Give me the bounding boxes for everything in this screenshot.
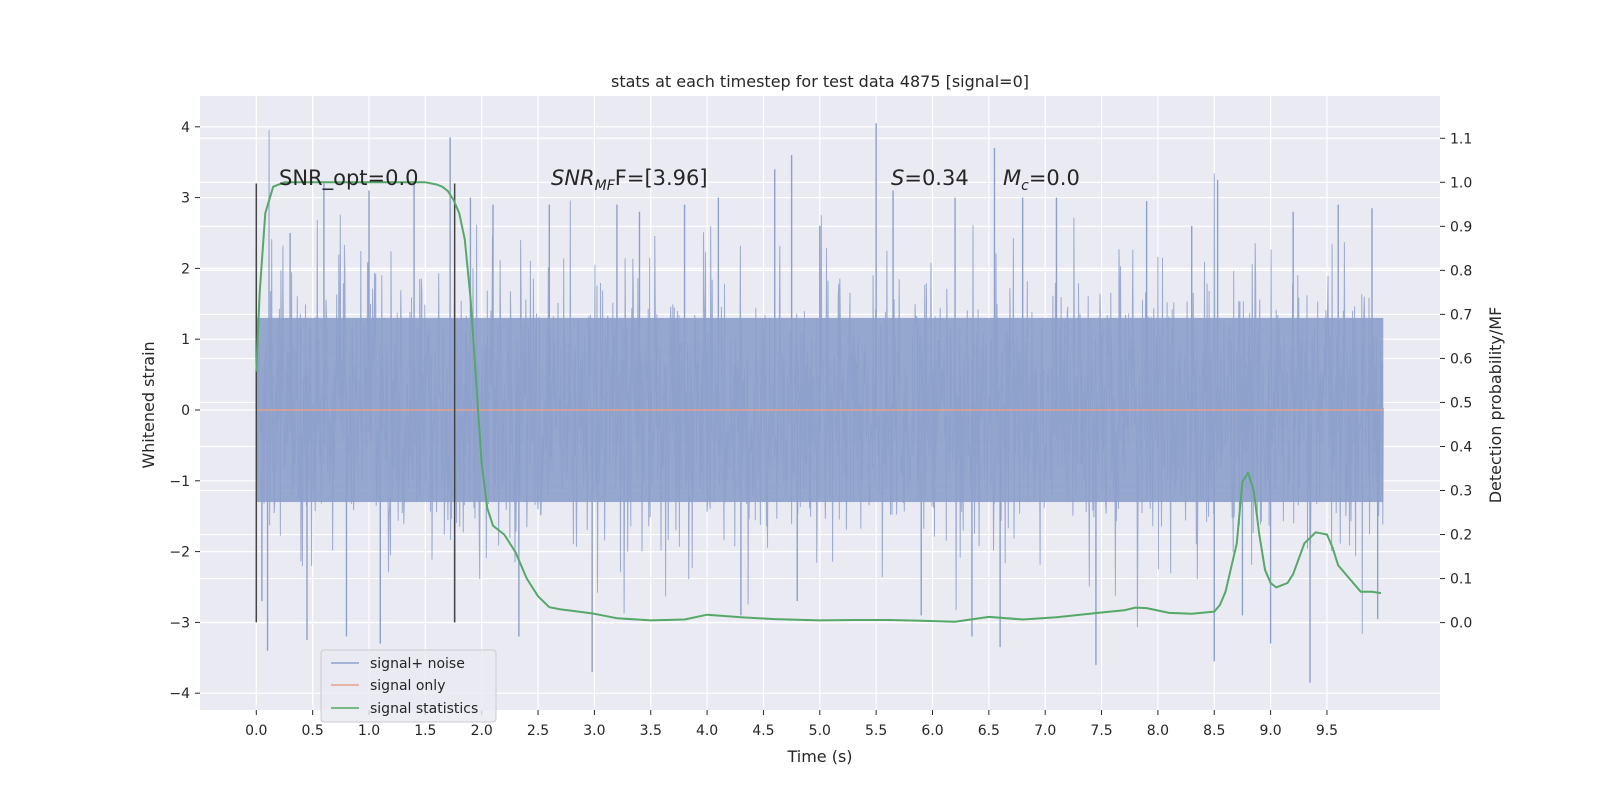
y-tick-label: −1 — [169, 474, 190, 490]
x-tick-label: 4.0 — [696, 723, 718, 739]
y2-tick-label: 0.3 — [1450, 484, 1472, 500]
y2-tick-label: 0.7 — [1450, 307, 1472, 323]
signal-statistics-series — [255, 181, 1382, 623]
annotation-snr-mf: SNRMFF=[3.96] — [551, 166, 708, 194]
annotation-mc: Mc=0.0 — [1003, 166, 1080, 194]
y2-tick-label: 1.1 — [1450, 131, 1472, 147]
legend-label-signal-statistics: signal statistics — [370, 701, 478, 717]
s-name: S — [891, 166, 904, 190]
y2-tick-label: 0.1 — [1450, 572, 1472, 588]
x-tick-label: 4.5 — [752, 723, 774, 739]
x-tick-label: 9.0 — [1259, 723, 1281, 739]
x-tick-label: 2.5 — [527, 723, 549, 739]
x-tick-label: 5.0 — [809, 723, 831, 739]
y-tick-label: −3 — [169, 615, 190, 631]
x-tick-label: 0.5 — [302, 723, 324, 739]
y-axis-ticks: 4 3 2 1 0 −1 −2 −3 −4 — [169, 120, 200, 702]
mc-tail: =0.0 — [1029, 166, 1080, 190]
statistics-curve — [255, 181, 1382, 623]
x-axis-ticks: 0.0 0.5 1.0 1.5 2.0 2.5 3.0 3.5 4.0 4.5 5.0 5.5 6.0 6… — [245, 710, 1338, 739]
x-tick-label: 5.5 — [865, 723, 887, 739]
snr-mf-name: SNR — [551, 166, 595, 190]
x-tick-label: 7.0 — [1034, 723, 1056, 739]
legend-label-signal-noise: signal+ noise — [370, 656, 465, 672]
y-tick-label: 0 — [181, 403, 190, 419]
y2-tick-label: 0.4 — [1450, 439, 1472, 455]
mc-name: M — [1003, 166, 1021, 190]
y-tick-label: 4 — [181, 120, 190, 136]
y2-tick-label: 0.9 — [1450, 219, 1472, 235]
mc-sub: c — [1021, 178, 1029, 194]
x-tick-label: 6.0 — [921, 723, 943, 739]
x-tick-label: 2.0 — [471, 723, 493, 739]
legend: signal+ noise signal only signal statist… — [320, 649, 497, 723]
x-tick-label: 8.5 — [1203, 723, 1225, 739]
y-tick-label: 1 — [181, 332, 190, 348]
y-tick-label: −4 — [169, 686, 190, 702]
y2-axis-label: Detection probability/MF — [1486, 307, 1505, 504]
y2-tick-label: 0.6 — [1450, 351, 1472, 367]
annotation-s: S=0.34 — [891, 166, 969, 190]
x-tick-label: 3.0 — [583, 723, 605, 739]
y-tick-label: 3 — [181, 191, 190, 207]
y2-tick-label: 0.2 — [1450, 528, 1472, 544]
x-tick-label: 6.5 — [978, 723, 1000, 739]
y2-tick-label: 0.0 — [1450, 616, 1472, 632]
s-tail: =0.34 — [904, 166, 968, 190]
legend-label-signal-only: signal only — [370, 678, 445, 694]
y2-tick-label: 0.8 — [1450, 263, 1472, 279]
x-tick-label: 9.5 — [1316, 723, 1338, 739]
x-tick-label: 8.0 — [1147, 723, 1169, 739]
x-axis-label: Time (s) — [786, 747, 852, 766]
legend-box — [320, 649, 497, 723]
y2-tick-label: 0.5 — [1450, 395, 1472, 411]
snr-mf-sub: MF — [595, 178, 616, 194]
x-tick-label: 7.5 — [1090, 723, 1112, 739]
vertical-markers — [255, 183, 456, 623]
chart-title: stats at each timestep for test data 487… — [611, 72, 1029, 91]
x-tick-label: 0.0 — [245, 723, 267, 739]
y-axis-label: Whitened strain — [139, 341, 158, 468]
x-tick-label: 1.0 — [358, 723, 380, 739]
y-tick-label: 2 — [181, 261, 190, 277]
snr-mf-tail: F=[3.96] — [615, 166, 708, 190]
x-tick-label: 1.5 — [414, 723, 436, 739]
annotation-snr-opt: SNR_opt=0.0 — [279, 166, 419, 191]
y-tick-label: −2 — [169, 545, 190, 561]
y2-tick-label: 1.0 — [1450, 175, 1472, 191]
y2-axis-ticks: 1.1 1.0 0.9 0.8 0.7 0.6 0.5 0.4 0.3 0.2 0.1 0.0 — [1440, 131, 1472, 632]
x-tick-label: 3.5 — [640, 723, 662, 739]
